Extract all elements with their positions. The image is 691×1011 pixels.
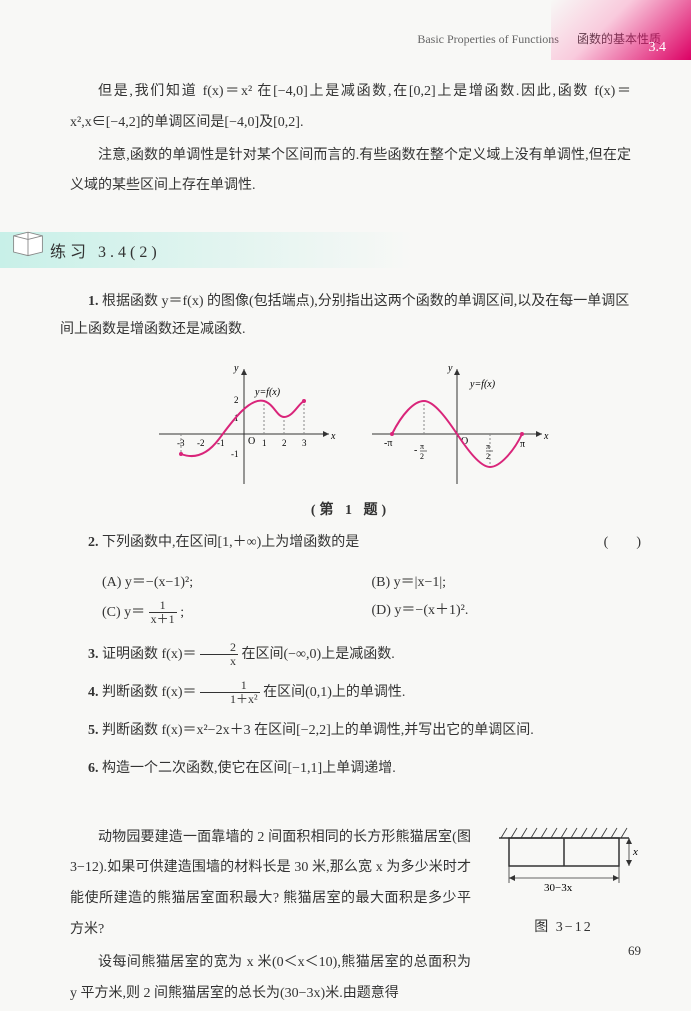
svg-text:π: π bbox=[486, 442, 490, 451]
svg-text:-π: -π bbox=[384, 438, 392, 449]
answer-paren: ( ) bbox=[576, 529, 641, 557]
dim-width: 30−3x bbox=[544, 882, 573, 894]
ex-text: 判断函数 f(x)＝x²−2x＋3 在区间[−2,2]上的单调性,并写出它的单调… bbox=[102, 723, 534, 738]
exercise-2: 2. 下列函数中,在区间[1,＋∞)上为增函数的是 ( ) bbox=[60, 529, 641, 557]
exercise-1: 1. 根据函数 y＝f(x) 的图像(包括端点),分别指出这两个函数的单调区间,… bbox=[60, 288, 641, 344]
ex3-t1: 证明函数 f(x)＝ bbox=[102, 647, 197, 662]
intro-para-1: 但是,我们知道 f(x)＝x² 在[−4,0]上是减函数,在[0,2]上是增函数… bbox=[70, 77, 631, 139]
opt-c-prefix: (C) y＝ bbox=[102, 605, 145, 620]
ex3-t2: 在区间(−∞,0)上是减函数. bbox=[242, 647, 395, 662]
graph-row: x y O y=f(x) -3 -2 -1 1 2 3 2 1 -1 bbox=[60, 359, 641, 494]
problem-para-1: 动物园要建造一面靠墙的 2 间面积相同的长方形熊猫居室(图 3−12).如果可供… bbox=[70, 823, 471, 946]
word-problem-text: 动物园要建造一面靠墙的 2 间面积相同的长方形熊猫居室(图 3−12).如果可供… bbox=[70, 823, 471, 1011]
figure-3-12: 30−3x x 图 3−12 bbox=[471, 823, 641, 1011]
svg-text:y: y bbox=[233, 363, 239, 374]
option-b: (B) y＝|x−1|; bbox=[372, 567, 642, 595]
option-d: (D) y＝−(x＋1)². bbox=[372, 595, 642, 630]
ex-num: 4. bbox=[88, 685, 99, 700]
ex-text: 下列函数中,在区间[1,＋∞)上为增函数的是 bbox=[102, 535, 359, 550]
practice-label: 练习 bbox=[50, 244, 90, 261]
practice-heading: 练习 3.4(2) bbox=[0, 232, 691, 268]
practice-number: 3.4(2) bbox=[98, 244, 161, 261]
ex-text: 根据函数 y＝f(x) 的图像(包括端点),分别指出这两个函数的单调区间,以及在… bbox=[60, 294, 629, 337]
svg-text:2: 2 bbox=[420, 452, 424, 461]
ex-num: 6. bbox=[88, 761, 99, 776]
ex4-t1: 判断函数 f(x)＝ bbox=[102, 685, 197, 700]
exercise-6: 6. 构造一个二次函数,使它在区间[−1,1]上单调递增. bbox=[60, 755, 641, 783]
room-diagram: 30−3x x bbox=[489, 823, 639, 903]
figure-label: 图 3−12 bbox=[486, 916, 641, 936]
svg-text:1: 1 bbox=[262, 438, 267, 448]
svg-text:-1: -1 bbox=[231, 449, 239, 459]
graph-2: x y O y=f(x) -π - π 2 π 2 π bbox=[362, 359, 552, 489]
word-problem: 动物园要建造一面靠墙的 2 间面积相同的长方形熊猫居室(图 3−12).如果可供… bbox=[0, 793, 691, 1011]
figure-1-label: (第 1 题) bbox=[60, 499, 641, 519]
svg-text:y=f(x): y=f(x) bbox=[469, 379, 496, 390]
svg-text:π: π bbox=[420, 442, 424, 451]
svg-text:π: π bbox=[520, 439, 525, 450]
ex4-t2: 在区间(0,1)上的单调性. bbox=[263, 685, 405, 700]
svg-text:2: 2 bbox=[282, 438, 287, 448]
ex-num: 1. bbox=[88, 294, 99, 309]
option-a: (A) y＝−(x−1)²; bbox=[102, 567, 372, 595]
svg-text:-: - bbox=[414, 445, 417, 456]
page-number: 69 bbox=[628, 943, 641, 959]
corner-gradient bbox=[551, 0, 691, 60]
intro-para-2: 注意,函数的单调性是针对某个区间而言的.有些函数在整个定义域上没有单调性,但在定… bbox=[70, 141, 631, 203]
graph-1: x y O y=f(x) -3 -2 -1 1 2 3 2 1 -1 bbox=[149, 359, 339, 489]
dim-height: x bbox=[632, 846, 638, 858]
ex-text: 构造一个二次函数,使它在区间[−1,1]上单调递增. bbox=[102, 761, 396, 776]
option-c: (C) y＝ 1x＋1 ; bbox=[102, 595, 372, 630]
svg-text:2: 2 bbox=[486, 452, 490, 461]
opt-c-frac: 1x＋1 bbox=[149, 599, 177, 626]
exercise-4: 4. 判断函数 f(x)＝ 11＋x² 在区间(0,1)上的单调性. bbox=[60, 679, 641, 707]
ex4-frac: 11＋x² bbox=[200, 679, 260, 706]
ex-num: 3. bbox=[88, 647, 99, 662]
svg-text:2: 2 bbox=[234, 395, 239, 405]
svg-text:x: x bbox=[543, 431, 549, 442]
book-icon bbox=[10, 228, 46, 258]
svg-text:-2: -2 bbox=[197, 438, 205, 448]
opt-c-suffix: ; bbox=[180, 605, 184, 620]
ex3-frac: 2x bbox=[200, 641, 238, 668]
svg-text:y=f(x): y=f(x) bbox=[254, 387, 281, 398]
ex-num: 2. bbox=[88, 535, 99, 550]
exercise-2-options: (A) y＝−(x−1)²; (B) y＝|x−1|; (C) y＝ 1x＋1 … bbox=[60, 567, 641, 630]
exercise-3: 3. 证明函数 f(x)＝ 2x 在区间(−∞,0)上是减函数. bbox=[60, 641, 641, 669]
exercise-5: 5. 判断函数 f(x)＝x²−2x＋3 在区间[−2,2]上的单调性,并写出它… bbox=[60, 717, 641, 745]
intro-content: 但是,我们知道 f(x)＝x² 在[−4,0]上是减函数,在[0,2]上是增函数… bbox=[0, 47, 691, 202]
svg-text:3: 3 bbox=[302, 438, 307, 448]
header-english: Basic Properties of Functions bbox=[417, 32, 559, 46]
svg-text:O: O bbox=[248, 436, 255, 447]
svg-text:x: x bbox=[330, 431, 336, 442]
svg-text:y: y bbox=[447, 363, 453, 374]
ex-num: 5. bbox=[88, 723, 99, 738]
exercise-list: 1. 根据函数 y＝f(x) 的图像(包括端点),分别指出这两个函数的单调区间,… bbox=[0, 288, 691, 782]
section-number: 3.4 bbox=[649, 40, 667, 56]
